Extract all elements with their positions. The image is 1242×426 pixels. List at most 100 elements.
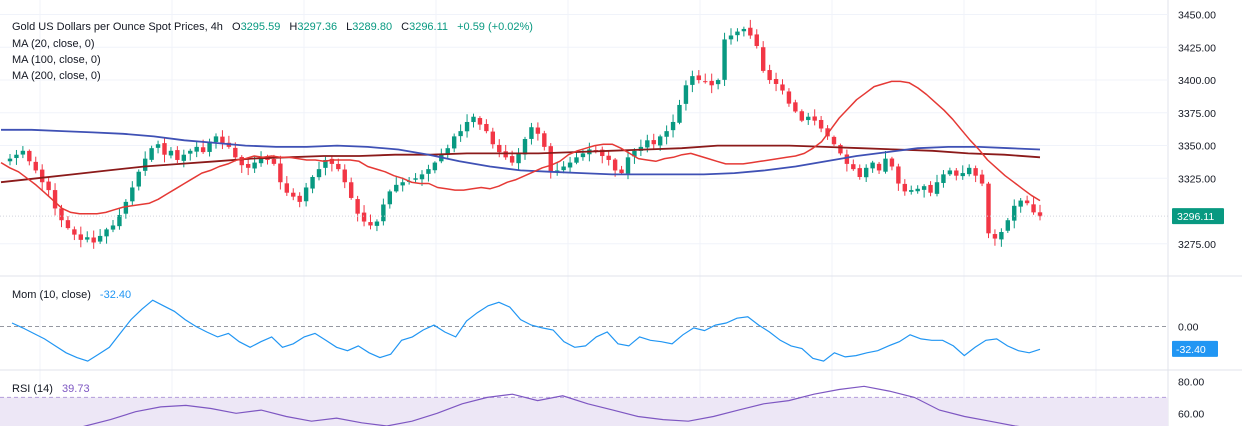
candle-body <box>297 195 302 202</box>
candle-body <box>123 201 129 214</box>
candle-body <box>484 123 489 132</box>
candle-body <box>387 191 393 205</box>
candle-body <box>207 141 212 152</box>
candle-body <box>954 170 959 176</box>
candle-body <box>683 85 689 104</box>
candle-body <box>162 143 167 155</box>
candle-body <box>728 35 734 40</box>
candle-body <box>181 154 187 161</box>
rsi-line <box>82 385 1020 426</box>
candle-body <box>329 158 335 164</box>
candle-body <box>451 136 457 149</box>
candle-body <box>934 182 940 194</box>
candle-body <box>149 148 154 160</box>
candle-body <box>754 34 759 46</box>
momentum-value-badge <box>1172 340 1218 357</box>
candle-body <box>986 183 991 234</box>
candle-body <box>651 140 656 145</box>
candle-body <box>741 28 747 32</box>
momentum-tick-label: 0.00 <box>1178 322 1199 334</box>
candle-body <box>110 225 116 230</box>
rsi-value: 39.73 <box>62 383 90 395</box>
candle-body <box>490 131 496 145</box>
ma20-line <box>0 80 1041 215</box>
candle-body <box>477 118 483 125</box>
candle-body <box>91 237 96 243</box>
candle-body <box>233 147 238 158</box>
candle-body <box>857 168 862 177</box>
candle-body <box>175 150 180 160</box>
candle-body <box>97 235 103 242</box>
candle-body <box>33 161 38 171</box>
candle-body <box>361 212 367 222</box>
candle-body <box>863 167 869 178</box>
candle-body <box>851 164 856 170</box>
candle-body <box>271 159 277 164</box>
candle-body <box>612 159 618 171</box>
candle-body <box>715 80 721 85</box>
ma100-legend[interactable]: MA (100, close, 0) <box>12 54 101 66</box>
close-label: C <box>401 21 410 33</box>
candle-body <box>258 157 264 164</box>
candle-body <box>52 190 58 209</box>
candle-body <box>793 102 798 112</box>
price-pane[interactable] <box>0 19 1168 249</box>
candle-body <box>831 136 837 145</box>
candle-body <box>999 232 1004 240</box>
candle-body <box>400 182 405 186</box>
candle-body <box>348 182 354 198</box>
candle-body <box>767 70 772 81</box>
price-tick-label: 3325.00 <box>1178 173 1216 185</box>
candle-body <box>316 169 322 178</box>
candle-body <box>20 150 26 155</box>
candle-body <box>1037 212 1043 217</box>
candle-body <box>760 47 766 71</box>
candle-body <box>574 157 579 163</box>
candle-body <box>239 156 244 166</box>
momentum-legend[interactable]: Mom (10, close) -32.40 <box>12 288 131 302</box>
candle-body <box>168 150 174 156</box>
candle-body <box>278 163 283 183</box>
candle-body <box>696 75 702 81</box>
candle-body <box>85 237 90 240</box>
price-tick-label: 3375.00 <box>1178 108 1216 120</box>
candle-body <box>664 131 669 137</box>
ma20-legend[interactable]: MA (20, close, 0) <box>12 38 95 50</box>
candle-body <box>554 170 560 172</box>
candle-body <box>889 158 895 167</box>
candle-body <box>7 158 13 162</box>
candle-body <box>368 222 373 226</box>
ma200-legend[interactable]: MA (200, close, 0) <box>12 70 101 82</box>
candle-body <box>535 127 541 134</box>
candle-body <box>194 146 199 152</box>
ma100-line <box>1 128 1041 176</box>
candle-body <box>458 131 463 137</box>
candle-body <box>567 162 573 168</box>
candle-body <box>72 229 77 235</box>
price-axis[interactable]: 3450.00 3425.00 3400.00 3375.00 3350.00 3325.… <box>1172 10 1224 421</box>
candle-body <box>284 183 290 193</box>
rsi-pane[interactable] <box>0 385 1168 426</box>
candle-body <box>960 173 965 177</box>
candle-body <box>503 151 508 158</box>
momentum-pane[interactable] <box>0 299 1168 362</box>
candle-body <box>529 127 534 139</box>
candle-body <box>580 153 586 158</box>
low-value: 3289.80 <box>352 21 393 33</box>
rsi-legend[interactable]: RSI (14) 39.73 <box>12 382 90 396</box>
candle-body <box>413 178 418 180</box>
rsi-label: RSI (14) <box>12 383 53 395</box>
candle-body <box>677 104 682 123</box>
candle-body <box>291 192 296 197</box>
candle-body <box>561 166 566 171</box>
candle-body <box>303 187 309 202</box>
candle-body <box>342 169 347 183</box>
candle-body <box>625 157 631 174</box>
candle-body <box>844 154 850 164</box>
candle-body <box>973 168 978 176</box>
candle-body <box>722 39 727 80</box>
candle-body <box>600 149 605 157</box>
candle-body <box>870 162 875 169</box>
